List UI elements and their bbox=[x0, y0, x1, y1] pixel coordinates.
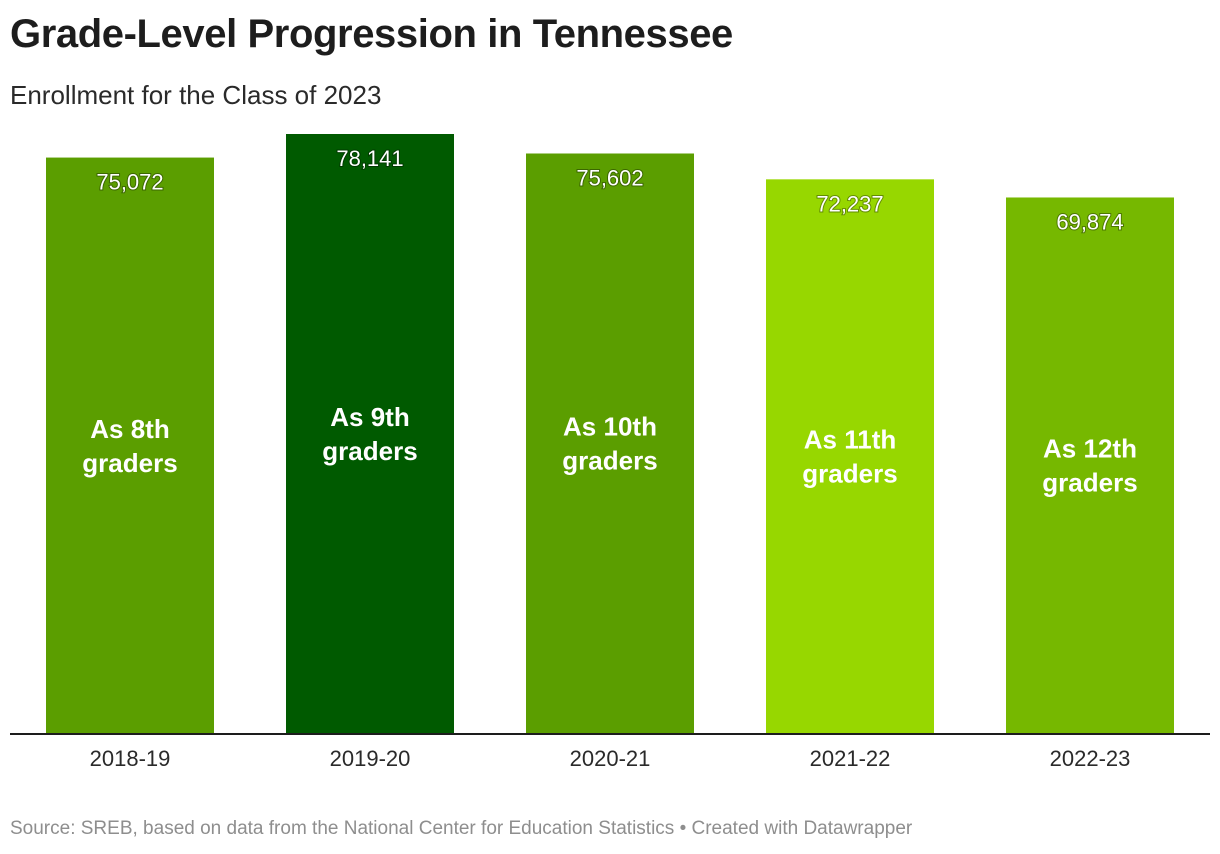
bar-2020-21 bbox=[526, 153, 694, 734]
bars-group: 75,072 As 8th graders 78,141 As 9th graders 75… bbox=[46, 134, 1174, 735]
value-label-2020-21: 75,602 bbox=[576, 165, 643, 190]
bar-inner-label-2018-19-line-2: graders bbox=[82, 448, 177, 478]
x-tick-label-2019-20: 2019-20 bbox=[330, 746, 411, 771]
x-tick-label-2021-22: 2021-22 bbox=[810, 746, 891, 771]
chart-title: Grade-Level Progression in Tennessee bbox=[10, 12, 733, 56]
value-label-2021-22: 72,237 bbox=[816, 191, 883, 216]
x-tick-label-2020-21: 2020-21 bbox=[570, 746, 651, 771]
bar-2019-20 bbox=[286, 134, 454, 734]
value-label-2022-23: 69,874 bbox=[1056, 209, 1123, 234]
bar-2021-22 bbox=[766, 179, 934, 734]
chart-subtitle: Enrollment for the Class of 2023 bbox=[10, 80, 382, 110]
bar-inner-label-2021-22-line-1: As 11th bbox=[804, 425, 897, 455]
x-axis-ticks: 2018-19 2019-20 2020-21 2021-22 2022-23 bbox=[90, 746, 1131, 771]
bar-inner-label-2020-21-line-1: As 10th bbox=[563, 412, 657, 442]
bar-inner-label-2022-23-line-2: graders bbox=[1042, 468, 1137, 498]
bar-inner-label-2022-23-line-1: As 12th bbox=[1043, 434, 1137, 464]
bar-2018-19 bbox=[46, 157, 214, 735]
bar-inner-label-2019-20-line-2: graders bbox=[322, 436, 417, 466]
value-label-2019-20: 78,141 bbox=[336, 146, 403, 171]
source-note: Source: SREB, based on data from the Nat… bbox=[10, 818, 913, 839]
bar-inner-label-2020-21-line-2: graders bbox=[562, 446, 657, 476]
x-tick-label-2022-23: 2022-23 bbox=[1050, 746, 1131, 771]
bar-inner-label-2018-19-line-1: As 8th bbox=[90, 414, 169, 444]
bar-2022-23 bbox=[1006, 197, 1174, 735]
value-label-2018-19: 75,072 bbox=[96, 170, 163, 195]
x-tick-label-2018-19: 2018-19 bbox=[90, 746, 171, 771]
bar-inner-label-2021-22-line-2: graders bbox=[802, 459, 897, 489]
bar-inner-label-2019-20-line-1: As 9th bbox=[330, 402, 409, 432]
